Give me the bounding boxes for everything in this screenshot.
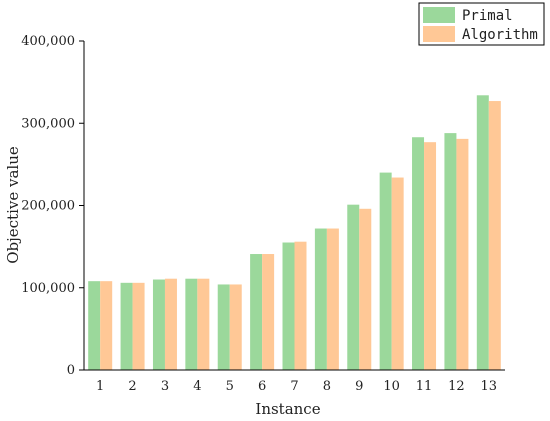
x-tick-label: 10 [383, 379, 400, 394]
bar-primal-8 [314, 228, 327, 370]
bar-algorithm-3 [164, 278, 177, 370]
bar-algorithm-4 [197, 278, 210, 370]
x-tick-label: 3 [161, 379, 169, 394]
bar-algorithm-10 [391, 177, 404, 370]
x-tick-label: 4 [193, 379, 201, 394]
x-tick-label: 2 [128, 379, 136, 394]
y-ticks-group: 0 100,000 200,000 300,000 400,000 [21, 34, 84, 378]
bar-primal-3 [152, 279, 165, 370]
bar-primal-13 [476, 95, 489, 370]
bar-primal-4 [185, 278, 198, 370]
legend-swatch-primal [423, 7, 455, 23]
bars-group [88, 95, 501, 370]
legend-label-algorithm: Algorithm [462, 27, 538, 43]
y-tick-label: 200,000 [21, 199, 75, 214]
bar-algorithm-2 [132, 282, 145, 370]
y-tick-label: 100,000 [21, 281, 75, 296]
bar-primal-2 [120, 282, 133, 370]
legend-label-primal: Primal [462, 8, 513, 24]
x-axis-title: Instance [255, 400, 320, 418]
y-tick-label: 300,000 [21, 116, 75, 131]
x-tick-label: 1 [96, 379, 104, 394]
bar-primal-11 [412, 137, 425, 370]
bar-primal-12 [444, 133, 457, 370]
bar-primal-7 [282, 242, 295, 370]
bar-primal-10 [379, 172, 392, 370]
bar-algorithm-1 [100, 281, 113, 370]
x-tick-label: 13 [481, 379, 498, 394]
bar-algorithm-6 [262, 254, 275, 370]
bar-primal-9 [347, 204, 360, 370]
bar-algorithm-9 [359, 208, 372, 370]
x-tick-label: 11 [416, 379, 433, 394]
bar-algorithm-11 [424, 142, 437, 370]
bar-algorithm-12 [456, 138, 469, 370]
x-tick-label: 7 [290, 379, 298, 394]
legend: Primal Algorithm [418, 2, 545, 46]
legend-swatch-algorithm [423, 26, 455, 42]
bar-primal-6 [250, 254, 263, 370]
x-tick-label: 6 [258, 379, 266, 394]
bar-algorithm-13 [488, 101, 501, 370]
x-tick-label: 12 [448, 379, 465, 394]
y-tick-label: 0 [67, 363, 75, 378]
bar-primal-1 [88, 281, 101, 370]
bar-algorithm-5 [229, 284, 242, 370]
x-tick-label: 5 [226, 379, 234, 394]
bar-algorithm-7 [294, 241, 307, 370]
y-axis-title: Objective value [4, 146, 22, 264]
y-tick-label: 400,000 [21, 34, 75, 49]
bar-algorithm-8 [326, 228, 339, 370]
x-tick-label: 9 [355, 379, 363, 394]
x-tick-label: 8 [323, 379, 331, 394]
bar-primal-5 [217, 284, 230, 370]
x-ticks-group: 1 2 3 4 5 6 7 8 9 10 11 12 13 [96, 379, 497, 394]
